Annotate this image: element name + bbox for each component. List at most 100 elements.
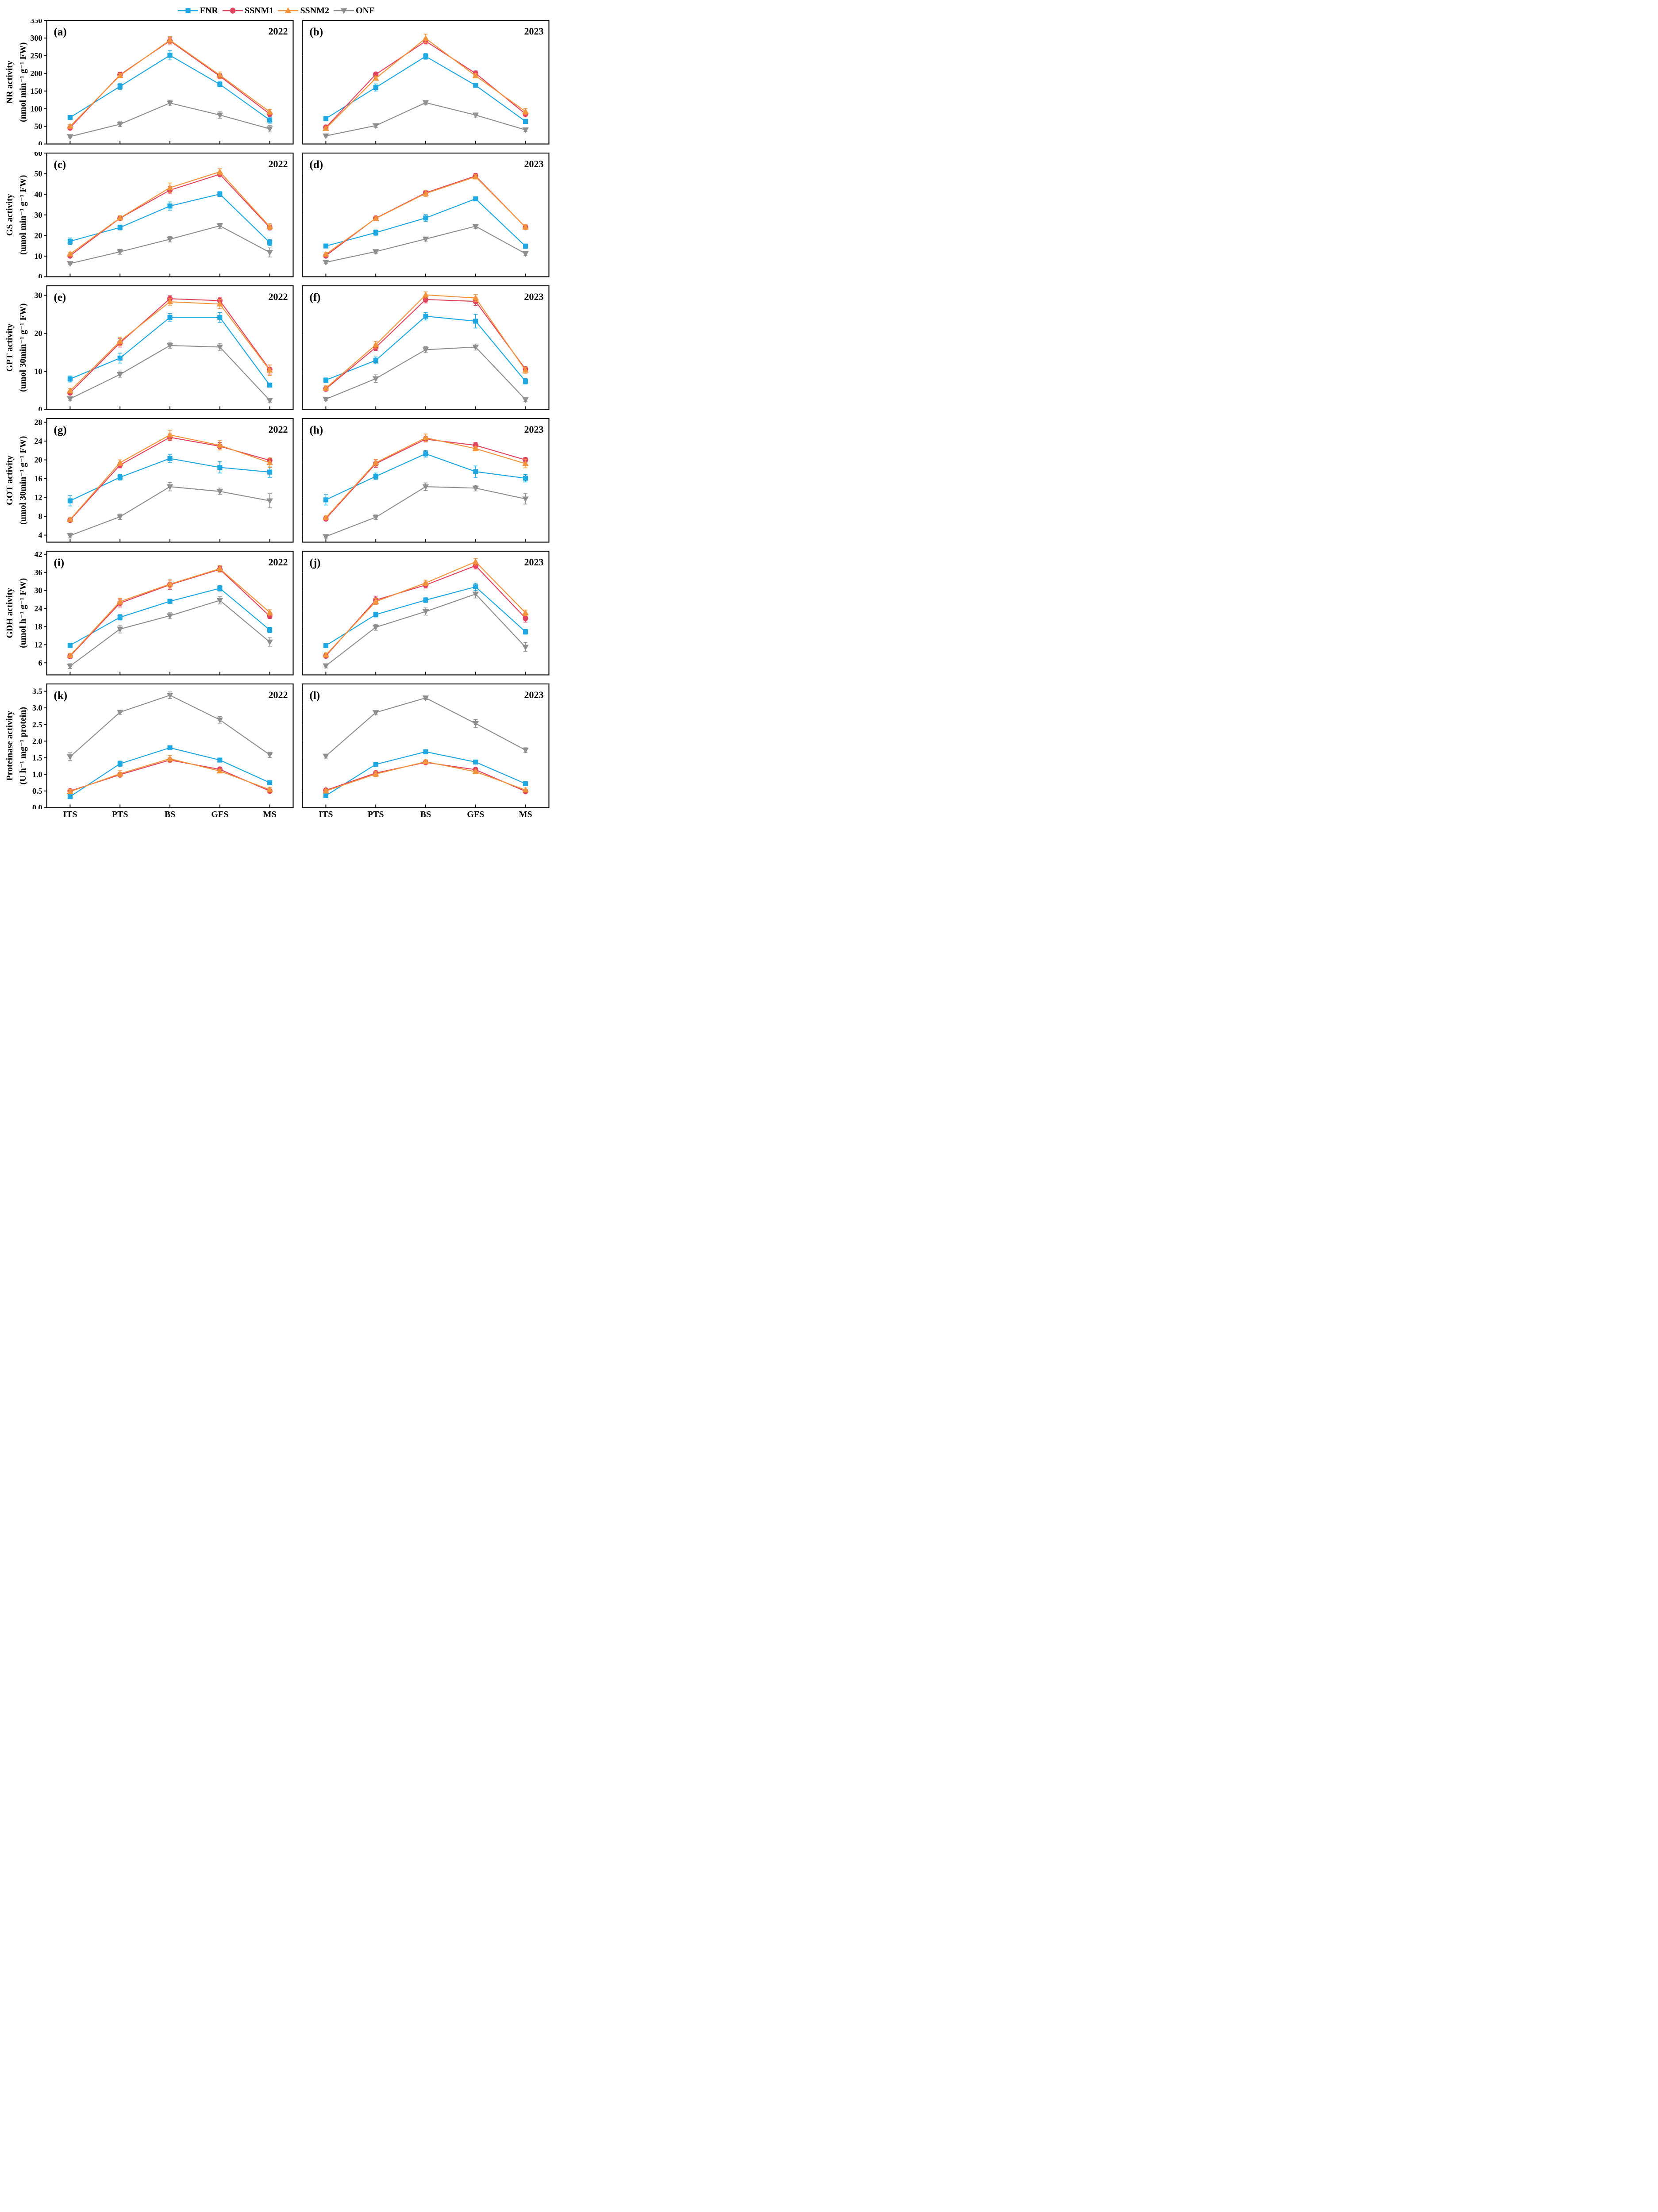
panel-letter: (e) xyxy=(54,292,66,303)
data-point xyxy=(67,250,73,257)
data-point xyxy=(216,168,223,174)
chart-row-gpt-activity: 0 10 20 30 GPT activity (umol 30min⁻¹ g⁻¹ FW)… xyxy=(2,285,550,411)
y-tick-label: 12 xyxy=(35,640,42,649)
data-point xyxy=(217,315,223,320)
panel-letter: (g) xyxy=(54,424,67,436)
data-point xyxy=(67,794,73,799)
x-axis-label-strip: ITS PTS BS GFS MS xyxy=(46,810,294,821)
legend-label: SSNM1 xyxy=(244,5,274,15)
square-icon xyxy=(177,8,198,13)
data-point xyxy=(372,341,379,347)
series-onf xyxy=(323,482,529,540)
legend: FNR SSNM1 SSNM2 ONF xyxy=(2,2,550,19)
data-point xyxy=(216,300,223,307)
series-ssnm1 xyxy=(67,434,273,523)
series-fnr xyxy=(323,196,528,249)
panel-year: 2023 xyxy=(524,689,544,700)
data-point xyxy=(323,663,329,669)
data-point xyxy=(522,460,529,466)
data-point xyxy=(472,721,479,727)
data-point xyxy=(167,456,173,461)
panel-l: (l) 2023 xyxy=(302,683,550,808)
data-point xyxy=(372,376,379,382)
series-line xyxy=(325,56,526,122)
data-point xyxy=(472,768,479,774)
data-point xyxy=(373,762,378,767)
data-point xyxy=(67,387,73,393)
series-line xyxy=(325,346,526,400)
data-point xyxy=(422,236,429,242)
series-line xyxy=(69,458,270,501)
data-point xyxy=(166,298,173,304)
series-line xyxy=(325,751,526,796)
data-point xyxy=(216,72,223,78)
y-tick-label: 30 xyxy=(35,211,42,219)
series-ssnm1 xyxy=(323,759,528,795)
series-onf xyxy=(323,590,529,669)
panel-h: (h) 2023 xyxy=(302,418,550,543)
y-tick-label: 2.5 xyxy=(32,720,42,729)
series-onf xyxy=(323,343,529,403)
data-point xyxy=(323,260,329,266)
panel-letter: (d) xyxy=(310,159,323,171)
data-point xyxy=(422,484,429,490)
legend-label: ONF xyxy=(356,5,375,15)
data-point xyxy=(373,230,378,235)
data-point xyxy=(67,754,73,760)
legend-label: SSNM2 xyxy=(300,5,330,15)
series-fnr xyxy=(323,583,528,648)
data-point xyxy=(473,563,478,569)
data-point xyxy=(116,122,123,128)
data-point xyxy=(522,127,529,134)
y-tick-label: 1.5 xyxy=(32,753,42,762)
y-tick-label: 2.0 xyxy=(32,737,42,745)
data-point xyxy=(166,237,173,243)
y-tick-label: 24 xyxy=(35,437,42,445)
circle-icon xyxy=(230,8,235,14)
data-point xyxy=(167,204,173,209)
data-point xyxy=(523,781,528,787)
panel-letter: (a) xyxy=(54,26,67,38)
series-ssnm1 xyxy=(67,757,273,794)
y-tick-label: 18 xyxy=(35,622,42,631)
data-point xyxy=(266,250,273,256)
data-point xyxy=(67,498,73,503)
y-tick-label: 30 xyxy=(35,586,42,595)
series-ssnm2 xyxy=(323,173,529,257)
data-point xyxy=(217,81,223,87)
data-point xyxy=(422,609,429,615)
plot-border xyxy=(46,152,294,277)
chart-row-proteinase-activity: 0.0 0.5 1.0 1.5 2.0 2.5 3.0 3.5 Proteinase activ… xyxy=(2,683,550,809)
data-point xyxy=(217,757,223,763)
series-line xyxy=(70,193,270,243)
legend-label: FNR xyxy=(200,5,218,15)
panel-j: (j) 2023 xyxy=(302,550,550,676)
x-axis-labels: ITS PTS BS GFS MS ITS PTS BS GFS MS xyxy=(2,809,550,822)
x-category-label: ITS xyxy=(63,810,77,819)
panel-letter: (f) xyxy=(310,292,321,303)
data-point xyxy=(116,338,123,344)
data-point xyxy=(266,223,273,229)
circle-icon xyxy=(222,8,243,14)
data-point xyxy=(422,695,429,702)
data-point xyxy=(372,459,379,465)
data-point xyxy=(216,489,223,495)
y-tick-label: 300 xyxy=(31,34,42,42)
panel-year: 2023 xyxy=(524,557,544,568)
x-category-label: PTS xyxy=(112,810,128,819)
y-tick-label: 0 xyxy=(38,140,42,145)
data-point xyxy=(423,54,428,59)
y-tick-label: 250 xyxy=(31,51,42,60)
y-axis-title-line2: (umol 30min⁻¹ g⁻¹ FW) xyxy=(18,303,28,392)
data-point xyxy=(217,465,223,470)
y-tick-label: 3.5 xyxy=(32,687,42,696)
data-point xyxy=(117,84,123,89)
series-fnr xyxy=(67,312,273,388)
data-point xyxy=(167,745,173,750)
data-point xyxy=(372,710,379,716)
data-point xyxy=(473,469,478,474)
series-fnr xyxy=(323,749,528,799)
data-point xyxy=(116,626,123,633)
triangle-up-icon xyxy=(285,7,292,13)
data-point xyxy=(323,534,329,540)
